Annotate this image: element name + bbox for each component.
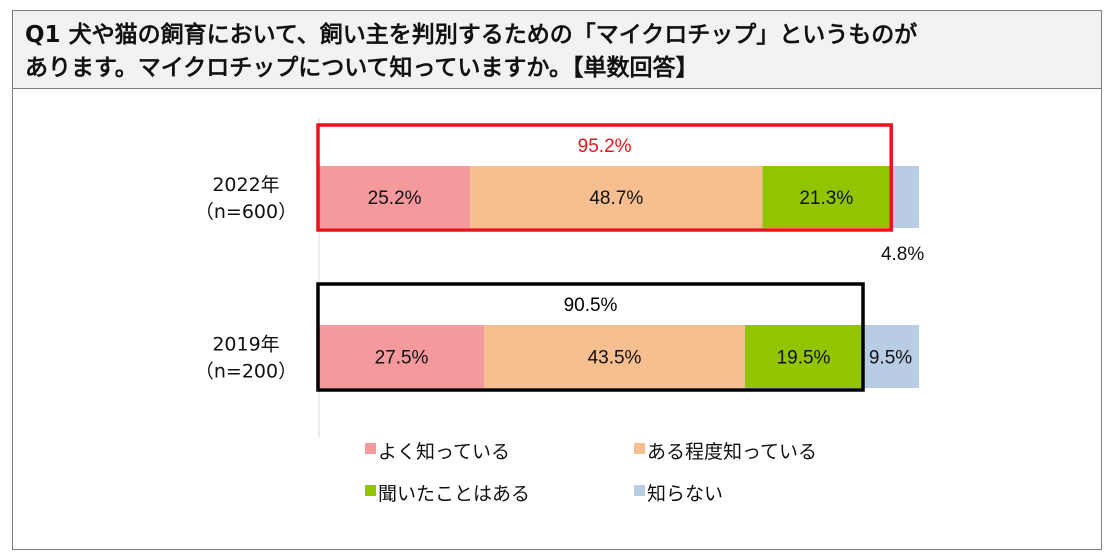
legend-label: 聞いたことはある [378, 483, 530, 505]
legend-swatch [365, 485, 376, 496]
data-label: 43.5% [588, 348, 642, 369]
category-n-label: （n=600） [195, 201, 297, 223]
data-label: 4.8% [881, 244, 924, 265]
legend-swatch [365, 443, 376, 454]
bar-segment [762, 166, 891, 228]
category-n-label: （n=200） [195, 361, 297, 383]
legend-label: ある程度知っている [647, 441, 817, 463]
bar-segment [470, 166, 763, 228]
total-highlight-box [316, 123, 893, 232]
data-label: 19.5% [777, 348, 831, 369]
question-line-2: あります。マイクロチップについて知っていますか。【単数回答】 [25, 55, 699, 81]
bar-segment [745, 325, 862, 388]
legend-swatch [634, 485, 645, 496]
total-label: 95.2% [578, 136, 632, 157]
legend-label: よく知っている [378, 441, 510, 463]
total-label: 90.5% [564, 295, 618, 316]
bar-segment [862, 325, 919, 388]
data-label: 25.2% [368, 188, 422, 209]
total-highlight-box [316, 282, 865, 392]
bar-segment [319, 325, 484, 388]
bar-segment [319, 166, 471, 228]
data-label: 21.3% [799, 188, 853, 209]
question-header: Q1 犬や猫の飼育において、飼い主を判別するための「マイクロチップ」というものが… [13, 11, 1101, 89]
bar-segment [484, 325, 745, 388]
legend-label: 知らない [647, 483, 723, 505]
question-line-1: Q1 犬や猫の飼育において、飼い主を判別するための「マイクロチップ」というものが [25, 22, 918, 48]
legend-swatch [634, 443, 645, 454]
survey-panel: Q1 犬や猫の飼育において、飼い主を判別するための「マイクロチップ」というものが… [12, 10, 1102, 550]
category-year-label: 2022年 [212, 174, 279, 196]
data-label: 48.7% [589, 188, 643, 209]
data-label: 27.5% [375, 348, 429, 369]
bar-segment [890, 166, 919, 228]
category-year-label: 2019年 [212, 334, 279, 356]
data-label: 9.5% [869, 348, 912, 369]
